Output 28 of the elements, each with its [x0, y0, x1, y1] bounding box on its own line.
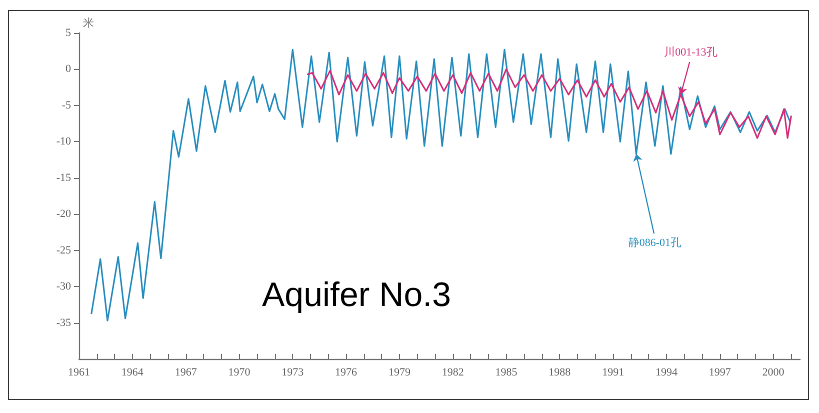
x-tick-label: 1979 [388, 366, 411, 378]
x-tick-label: 1964 [121, 366, 144, 378]
y-tick-label: -5 [62, 99, 72, 112]
x-tick-label: 1967 [174, 366, 198, 378]
x-tick-label: 1970 [228, 366, 251, 378]
x-tick-label: 1994 [655, 366, 678, 378]
y-tick-label: -35 [56, 316, 72, 329]
x-tick-label: 1985 [495, 366, 518, 378]
y-tick-label: 5 [66, 27, 72, 39]
x-tick-label: 1988 [548, 366, 572, 378]
text: Aquifer No.3 [262, 276, 451, 314]
x-tick-label: 1976 [335, 366, 358, 378]
text: 川001-13孔 [664, 46, 718, 59]
y-tick-label: -10 [56, 136, 72, 148]
x-tick-label: 1991 [602, 366, 624, 378]
y-tick-label: 0 [66, 63, 72, 76]
x-tick-label: 1973 [282, 366, 304, 378]
line-series [90, 48, 792, 322]
y-tick-label: -20 [56, 208, 72, 220]
x-tick-label: 1982 [442, 366, 464, 378]
x-tick-label: 1997 [708, 366, 732, 378]
y-tick-label: -30 [56, 280, 72, 293]
y-axis-title: 米 [83, 16, 94, 30]
text: 静086-01孔 [628, 237, 682, 250]
x-tick-label: 2000 [762, 366, 785, 378]
x-tick-label: 1961 [68, 366, 90, 378]
y-tick-label: -15 [56, 172, 72, 184]
y-tick-label: -25 [56, 244, 72, 256]
